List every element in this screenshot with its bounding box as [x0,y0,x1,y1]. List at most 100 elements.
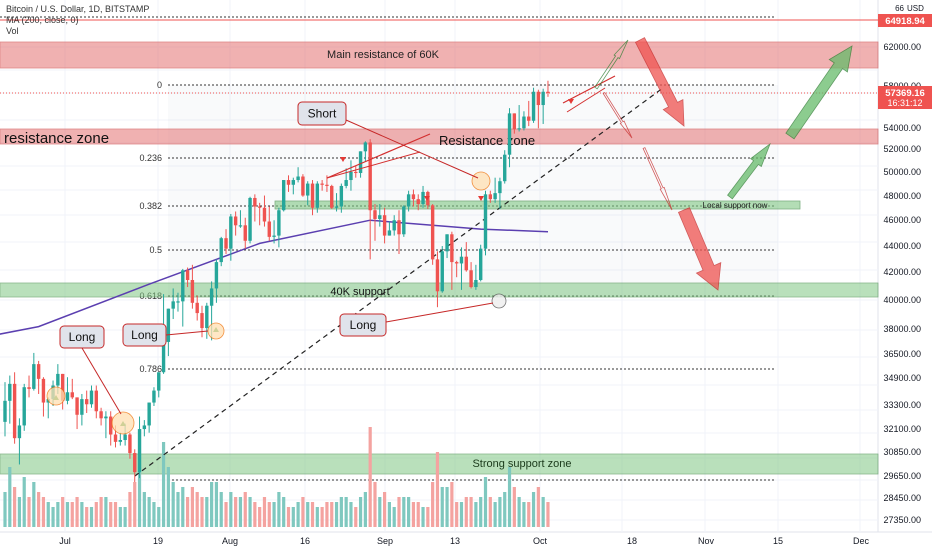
price-tick-top: 66 [895,4,904,13]
volume-bar [238,497,243,527]
candle-body [421,191,425,205]
candle-body [253,197,257,207]
volume-bar [320,507,324,527]
volume-bar [498,497,502,527]
price-tick: 29650.00 [883,471,921,481]
candle-body [488,194,493,200]
candle-body [296,176,300,181]
currency-label: USD [907,4,924,13]
price-tick: 30850.00 [883,447,921,457]
candle-body [128,434,132,454]
candle-body [493,193,497,200]
volume-bar [541,497,545,527]
time-tick: Dec [853,536,870,546]
resistance-zone-left-label: resistance zone [4,130,109,147]
volume-bar [41,497,46,527]
volume-bar [325,502,329,527]
volume-bar [51,507,55,527]
candle-body [378,215,382,219]
callouts: Short Long Long Long [59,101,494,415]
candlesticks [3,80,550,483]
candle-body [517,128,521,130]
ma-indicator-label[interactable]: MA (200, close, 0) [6,15,79,25]
candle-body [301,176,305,196]
volume-bar [214,482,219,527]
volume-bar [522,502,526,527]
volume-bar [13,487,17,527]
candle-body [248,197,252,241]
sell-marker [340,157,346,162]
candle-body [464,256,468,271]
price-tick: 48000.00 [883,191,921,201]
volume-bar [219,492,223,527]
volume-bar [27,497,31,527]
volume-bar [368,427,372,527]
symbol-title[interactable]: Bitcoin / U.S. Dollar, 1D, BITSTAMP [6,4,150,14]
volume-bar [488,497,492,527]
candle-body [70,392,74,398]
candle-body [22,387,26,426]
volume-bar [344,497,348,527]
fib-label: 0.236 [139,153,162,163]
long-circle-3 [207,322,225,340]
time-tick: 13 [450,536,460,546]
volume-bar [70,502,74,527]
chart-legend: Bitcoin / U.S. Dollar, 1D, BITSTAMP MA (… [6,4,149,37]
long-callout-left-pointer [81,347,122,415]
candle-body [531,91,536,121]
support-40k-label: 40K support [330,286,389,298]
volume-bar [330,502,334,527]
volume-bar [253,502,257,527]
candle-body [113,434,118,442]
long-circle-1 [46,386,66,406]
sell-marker [424,196,430,201]
long-callout-bottom-pointer [385,302,494,323]
candle-body [281,180,286,211]
high-price-value: 64918.94 [885,16,925,27]
volume-bar [37,492,41,527]
candle-body [430,205,435,260]
candle-body [161,341,166,373]
volume-bar [118,507,122,527]
short-callout-pointer [345,119,479,179]
volume-bar [113,502,118,527]
fib-label: 0.786 [139,364,162,374]
volume-bar [272,502,276,527]
volume-bar [89,507,94,527]
candle-body [272,235,276,237]
price-axis-labels: 62000.0058000.0054000.0052000.0050000.00… [883,4,924,525]
candle-body [190,279,195,303]
candle-body [200,313,204,329]
volume-bar [479,497,483,527]
volume-bar [363,492,367,527]
volume-bar [411,502,416,527]
candle-body [99,411,103,419]
volume-bar [382,492,387,527]
volume-bar [137,467,142,527]
price-tick: 50000.00 [883,167,921,177]
candle-body [219,238,223,263]
candle-body [8,383,12,401]
volume-bar [109,502,113,527]
candle-body [320,183,324,185]
down-arrow-small [602,91,633,139]
volume-bar [224,502,228,527]
candle-body [36,364,41,379]
candle-body [238,225,243,227]
candle-body [334,206,339,208]
candle-body [373,210,377,219]
candle-body [214,262,219,289]
volume-indicator-label[interactable]: Vol [6,26,19,36]
volume-bar [166,467,170,527]
candle-body [478,248,483,280]
volume-bar [421,507,425,527]
strong-support-label: Strong support zone [472,458,571,470]
candle-body [522,116,526,129]
volume-bar [426,507,430,527]
price-tick: 27350.00 [883,515,921,525]
volume-bar [531,492,536,527]
price-tick: 32100.00 [883,424,921,434]
candle-body [546,91,550,93]
volume-bar [507,467,512,527]
